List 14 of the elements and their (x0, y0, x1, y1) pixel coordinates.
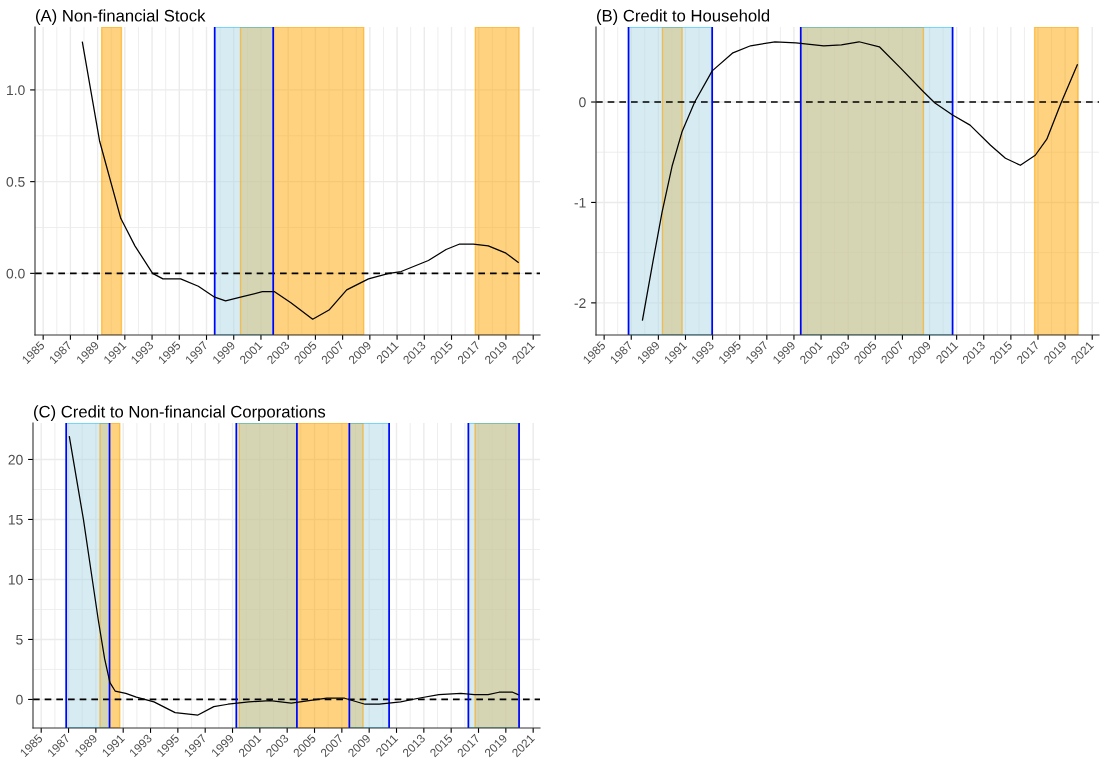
y-tick-label: 10 (8, 574, 23, 585)
y-tick-label: 5 (16, 634, 23, 645)
y-tick-label: -1 (574, 197, 586, 208)
y-tick-label: 0.5 (6, 176, 25, 187)
chart-title: (C) Credit to Non-financial Corporations (34, 405, 326, 421)
y-tick-label: 0.0 (6, 268, 25, 279)
y-tick-label: -2 (574, 298, 586, 308)
y-tick-label: 1.0 (7, 85, 25, 96)
y-tick-label: 20 (8, 454, 23, 465)
y-tick-label: 0 (16, 694, 23, 705)
y-tick-label: 0 (579, 97, 586, 108)
chart-title: (B) Credit to Household (597, 9, 770, 25)
chart-title: (A) Non-financial Stock (36, 9, 206, 25)
y-tick-label: 15 (8, 514, 23, 525)
